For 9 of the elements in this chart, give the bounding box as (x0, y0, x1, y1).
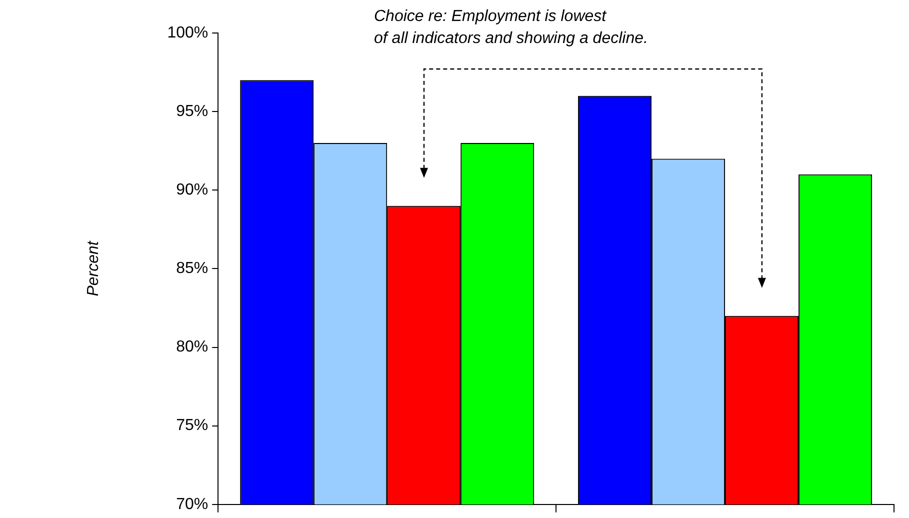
y-axis-title: Percent (85, 240, 102, 296)
y-tick-label: 100% (167, 24, 208, 42)
y-tick-label: 90% (176, 182, 208, 199)
y-tick-label: 95% (176, 102, 208, 120)
annotation: Choice re: Employment is lowest of all indicators and showing a decline. (374, 7, 648, 49)
y-tick-label: 85% (176, 260, 208, 278)
y-tick-label: 80% (176, 338, 208, 356)
y-tick-label: 75% (176, 417, 208, 434)
y-tick-label: 70% (176, 496, 208, 513)
